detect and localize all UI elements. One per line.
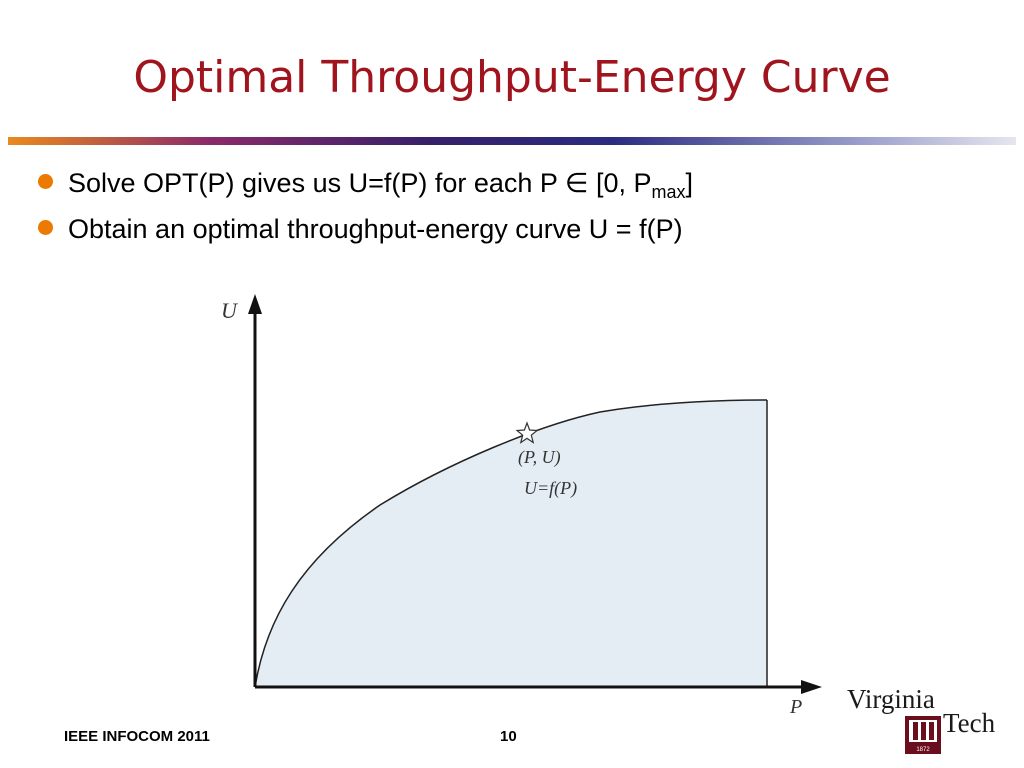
logo-seal-icon: 1872 — [905, 716, 941, 754]
bullet-dot-icon — [38, 220, 53, 235]
bullet-item: Obtain an optimal throughput-energy curv… — [38, 206, 693, 252]
logo-line2: Tech — [943, 708, 996, 738]
y-axis-arrow-icon — [248, 294, 262, 314]
feasible-region — [255, 400, 767, 687]
star-icon — [515, 421, 539, 444]
bullet-text: Solve OPT(P) gives us U=f(P) for each P … — [68, 168, 694, 202]
virginia-tech-logo: Virginia 1872 Tech — [843, 684, 1003, 756]
x-axis-label: P — [789, 696, 802, 718]
x-axis-arrow-icon — [801, 680, 822, 694]
point-label: (P, U) — [518, 447, 561, 468]
logo-seal-year: 1872 — [916, 747, 930, 753]
slide-title: Optimal Throughput-Energy Curve — [133, 52, 891, 103]
footer-conference: IEEE INFOCOM 2011 — [64, 728, 210, 745]
title-rule — [8, 137, 1016, 145]
curve-label: U=f(P) — [524, 478, 577, 499]
logo-line1: Virginia — [847, 684, 935, 714]
y-axis-label: U — [221, 298, 239, 323]
bullet-item: Solve OPT(P) gives us U=f(P) for each P … — [38, 160, 693, 206]
page-number: 10 — [500, 728, 517, 745]
bullet-dot-icon — [38, 174, 53, 189]
bullet-text: Obtain an optimal throughput-energy curv… — [68, 214, 683, 244]
bullet-subscript: max — [651, 182, 686, 202]
optimal-curve — [254, 399, 768, 688]
bullet-list: Solve OPT(P) gives us U=f(P) for each P … — [38, 160, 693, 252]
